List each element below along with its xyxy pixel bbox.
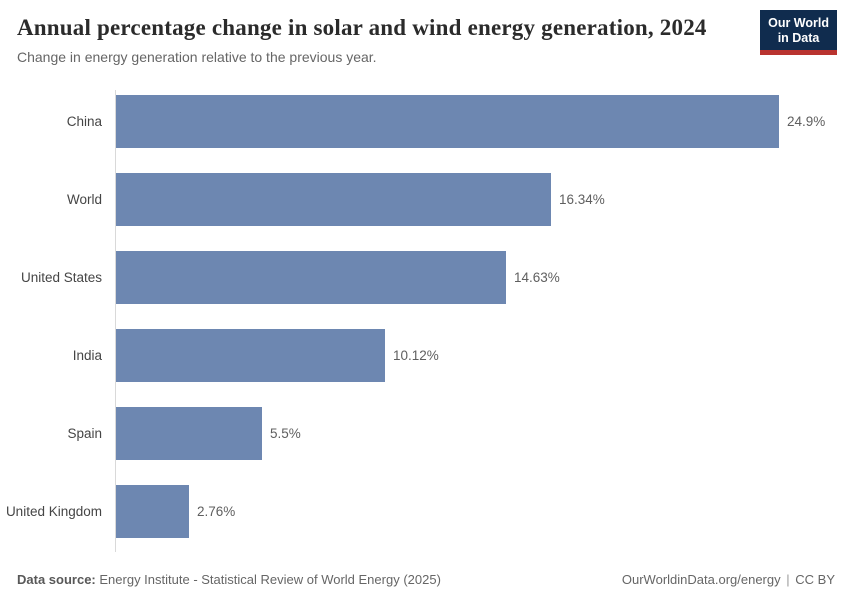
value-label: 24.9% bbox=[787, 114, 826, 129]
license-label: CC BY bbox=[795, 572, 835, 587]
bar-chart: China 24.9% World 16.34% United States 14.63%… bbox=[0, 90, 850, 562]
value-label: 10.12% bbox=[393, 348, 439, 363]
bar bbox=[116, 251, 506, 304]
bar bbox=[116, 485, 189, 538]
chart-header: Annual percentage change in solar and wi… bbox=[17, 15, 755, 65]
chart-row: World 16.34% bbox=[0, 168, 850, 246]
value-label: 14.63% bbox=[514, 270, 560, 285]
chart-row: China 24.9% bbox=[0, 90, 850, 168]
bar bbox=[116, 407, 262, 460]
page-subtitle: Change in energy generation relative to … bbox=[17, 49, 377, 65]
category-label: United States bbox=[20, 270, 102, 285]
page-title: Annual percentage change in solar and wi… bbox=[17, 15, 707, 40]
chart-row: India 10.12% bbox=[0, 324, 850, 402]
owid-logo-line2: in Data bbox=[777, 30, 820, 45]
category-label: China bbox=[66, 114, 102, 129]
credit-separator: | bbox=[786, 572, 790, 587]
bar bbox=[116, 95, 779, 148]
category-label: World bbox=[66, 192, 102, 207]
chart-rows: China 24.9% World 16.34% United States 14.63%… bbox=[0, 90, 850, 558]
category-label: Spain bbox=[67, 426, 102, 441]
value-label: 2.76% bbox=[197, 504, 236, 519]
chart-row: Spain 5.5% bbox=[0, 402, 850, 480]
data-source-note: Data source: Energy Institute - Statisti… bbox=[17, 572, 441, 587]
owid-logo-line1: Our World bbox=[768, 16, 829, 30]
y-axis-line bbox=[115, 90, 116, 552]
category-label: India bbox=[72, 348, 102, 363]
category-label: United Kingdom bbox=[5, 504, 102, 519]
bar bbox=[116, 173, 551, 226]
credit-url[interactable]: OurWorldinData.org/energy bbox=[621, 572, 781, 587]
value-label: 5.5% bbox=[270, 426, 301, 441]
chart-row: United Kingdom 2.76% bbox=[0, 480, 850, 558]
data-source-label: Data source: bbox=[17, 572, 96, 587]
owid-logo[interactable]: Our World in Data bbox=[760, 10, 837, 55]
data-source-text: Energy Institute - Statistical Review of… bbox=[99, 572, 441, 587]
value-label: 16.34% bbox=[559, 192, 605, 207]
credit-note: OurWorldinData.org/energy | CC BY bbox=[622, 572, 835, 587]
chart-footer: Data source: Energy Institute - Statisti… bbox=[17, 572, 835, 587]
bar bbox=[116, 329, 385, 382]
chart-row: United States 14.63% bbox=[0, 246, 850, 324]
